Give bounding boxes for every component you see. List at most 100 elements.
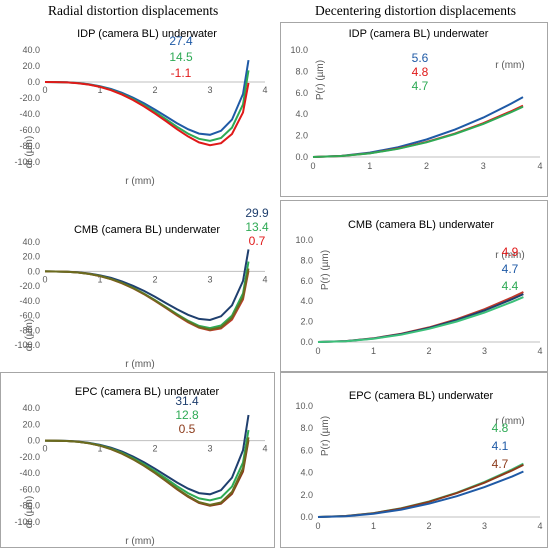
x-tick-label: 2 bbox=[152, 85, 157, 95]
end-value-label: 4.1 bbox=[492, 439, 509, 453]
chart-title: IDP (camera BL) underwater bbox=[349, 28, 489, 40]
x-tick-label: 2 bbox=[426, 521, 431, 531]
series-line-3 bbox=[312, 105, 524, 158]
y-tick-label: -20.0 bbox=[19, 281, 40, 291]
y-tick-label: -40.0 bbox=[19, 468, 40, 478]
series-line-1 bbox=[317, 462, 524, 518]
chart-svg: EPC (camera BL) underwater 40.0 20.0 0.0 -20… bbox=[0, 372, 275, 548]
y-tick-label: 10.0 bbox=[295, 401, 313, 411]
x-tick-label: 1 bbox=[97, 274, 102, 284]
y-tick-label: 40.0 bbox=[22, 45, 40, 55]
y-tick-label: 20.0 bbox=[22, 419, 40, 429]
y-tick-label: 6.0 bbox=[300, 445, 313, 455]
series-line-4 bbox=[44, 437, 250, 506]
x-axis-label: r (mm) bbox=[125, 176, 154, 187]
end-value-label: 4.7 bbox=[502, 262, 519, 276]
x-tick-label: 2 bbox=[152, 274, 157, 284]
x-tick-label: 1 bbox=[97, 85, 102, 95]
series-line-3 bbox=[44, 439, 250, 507]
end-value-label: 4.8 bbox=[412, 65, 429, 79]
end-value-label: 5.6 bbox=[412, 51, 429, 65]
chart-title: EPC (camera BL) underwater bbox=[75, 386, 220, 398]
x-tick-label: 3 bbox=[207, 444, 212, 454]
y-tick-label: 8.0 bbox=[300, 423, 313, 433]
chart-radial-cmb: CMB (camera BL) underwater 40.0 20.0 0.0 -20… bbox=[0, 200, 275, 372]
y-tick-label: 10.0 bbox=[295, 235, 313, 245]
y-tick-label: 6.0 bbox=[295, 88, 308, 98]
x-tick-label: 4 bbox=[262, 444, 267, 454]
x-tick-label: 3 bbox=[207, 85, 212, 95]
end-value-label: -1.1 bbox=[171, 66, 192, 80]
x-tick-label: 4 bbox=[262, 85, 267, 95]
y-axis-label: dr (µm) bbox=[24, 496, 35, 528]
radial-column-heading: Radial distortion displacements bbox=[48, 3, 219, 18]
series-line-3 bbox=[317, 296, 524, 343]
y-axis-label: P(r) (µm) bbox=[320, 250, 331, 290]
chart-radial-epc: EPC (camera BL) underwater 40.0 20.0 0.0 -20… bbox=[0, 372, 275, 548]
y-axis-label: dr (µm) bbox=[24, 319, 35, 351]
x-axis-label: r (mm) bbox=[125, 359, 154, 370]
chart-svg: IDP (camera BL) underwater10.08.06.04.02… bbox=[280, 22, 548, 197]
end-value-label: 14.5 bbox=[169, 50, 193, 64]
x-tick-label: 3 bbox=[482, 521, 487, 531]
end-value-label: 0.5 bbox=[179, 422, 196, 436]
decentering-column-heading: Decentering distortion displacements bbox=[315, 3, 516, 18]
x-axis-label: r (mm) bbox=[125, 536, 154, 547]
y-tick-label: 4.0 bbox=[300, 468, 313, 478]
y-tick-label: -20.0 bbox=[19, 452, 40, 462]
end-value-label: 4.7 bbox=[492, 457, 509, 471]
x-tick-label: 3 bbox=[481, 161, 486, 171]
y-tick-label: -40.0 bbox=[19, 109, 40, 119]
y-tick-label: -60.0 bbox=[19, 484, 40, 494]
series-line-4 bbox=[44, 268, 250, 331]
x-axis-label: r (mm) bbox=[495, 250, 524, 261]
y-tick-label: -60.0 bbox=[19, 311, 40, 321]
end-value-label: 27.4 bbox=[169, 34, 193, 48]
y-tick-label: -20.0 bbox=[19, 93, 40, 103]
y-tick-label: 0.0 bbox=[300, 512, 313, 522]
series-line-3 bbox=[44, 81, 250, 147]
y-tick-label: 0.0 bbox=[300, 337, 313, 347]
x-tick-label: 0 bbox=[42, 85, 47, 95]
series-line-1 bbox=[44, 249, 250, 322]
y-tick-label: 40.0 bbox=[22, 403, 40, 413]
x-tick-label: 1 bbox=[371, 346, 376, 356]
x-tick-label: 4 bbox=[537, 346, 542, 356]
x-tick-label: 2 bbox=[426, 346, 431, 356]
y-tick-label: -100.0 bbox=[14, 517, 40, 527]
chart-svg: CMB (camera BL) underwater 40.0 20.0 0.0 -20… bbox=[14, 206, 269, 370]
x-tick-label: 2 bbox=[424, 161, 429, 171]
series-line-1 bbox=[312, 96, 524, 158]
y-axis-label: dr (µm) bbox=[24, 136, 35, 168]
end-value-label: 4.9 bbox=[502, 245, 519, 259]
series-line-1 bbox=[44, 59, 250, 136]
y-tick-label: 4.0 bbox=[300, 296, 313, 306]
chart-decentering-cmb: CMB (camera BL) underwater 10.0 8.0 6.0 4.0 2… bbox=[280, 200, 548, 372]
y-tick-label: 0.0 bbox=[27, 77, 40, 87]
y-tick-label: 2.0 bbox=[300, 317, 313, 327]
chart-title: CMB (camera BL) underwater bbox=[348, 219, 494, 231]
end-value-label: 4.7 bbox=[412, 79, 429, 93]
series-line-3 bbox=[317, 470, 524, 518]
x-tick-label: 0 bbox=[42, 444, 47, 454]
x-axis-label: r (mm) bbox=[495, 416, 524, 427]
y-tick-label: -100.0 bbox=[14, 157, 40, 167]
y-tick-label: -60.0 bbox=[19, 125, 40, 135]
y-tick-label: -80.0 bbox=[19, 501, 40, 511]
x-tick-label: 4 bbox=[262, 274, 267, 284]
y-tick-label: -40.0 bbox=[19, 296, 40, 306]
y-tick-label: 8.0 bbox=[300, 255, 313, 265]
chart-title: CMB (camera BL) underwater bbox=[74, 224, 220, 236]
x-tick-label: 3 bbox=[482, 346, 487, 356]
chart-svg: IDP (camera BL) underwater 40.0 20.0 0.0 -20… bbox=[14, 28, 267, 187]
y-axis-label: P(r) (µm) bbox=[320, 416, 331, 456]
y-tick-label: 2.0 bbox=[300, 490, 313, 500]
end-value-label: 4.4 bbox=[502, 279, 519, 293]
y-tick-label: 6.0 bbox=[300, 276, 313, 286]
y-tick-label: -100.0 bbox=[14, 340, 40, 350]
end-value-label: 0.7 bbox=[249, 234, 266, 248]
x-tick-label: 0 bbox=[42, 274, 47, 284]
end-value-label: 29.9 bbox=[245, 206, 269, 220]
chart-decentering-idp: IDP (camera BL) underwater 10.0 8.0 6.0 4.0 2… bbox=[280, 22, 548, 197]
x-tick-label: 0 bbox=[315, 346, 320, 356]
